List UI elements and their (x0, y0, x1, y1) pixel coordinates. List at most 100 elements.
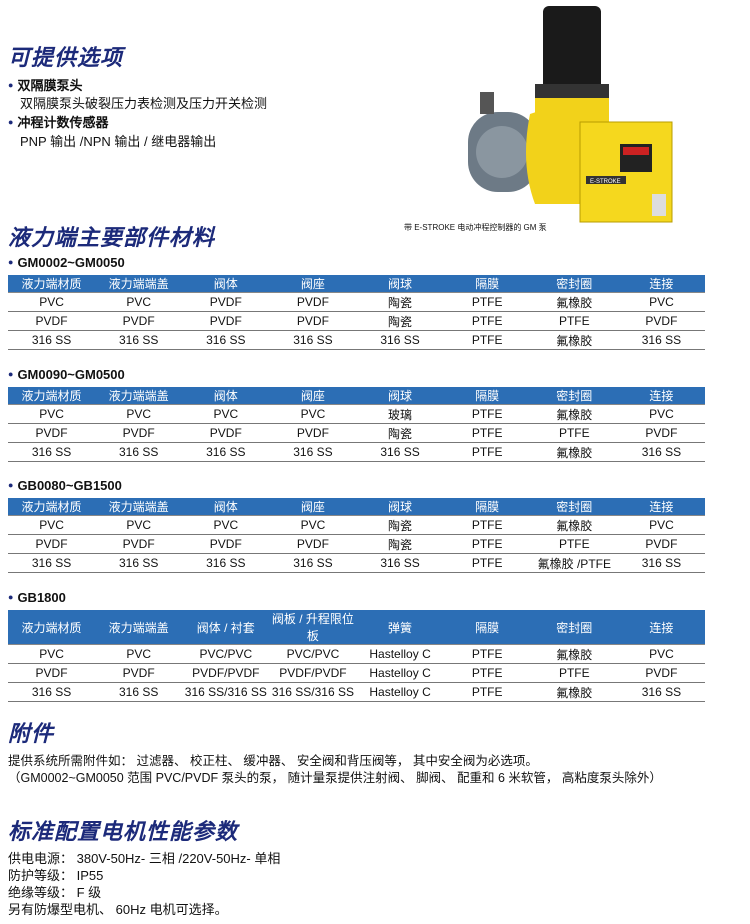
table-cell: 316 SS (617, 442, 705, 462)
table-header-row: 液力端材质 液力端端盖 阀体 阀座 阀球 隔膜 密封圈 连接 (8, 498, 705, 516)
table-cell: 316 SS (95, 330, 183, 350)
table-cell: 316 SS (8, 682, 96, 702)
motor-line: 绝缘等级： F 级 (8, 885, 102, 900)
table-row: PVC PVC PVC PVC 玻璃 PTFE 氟橡胶 PVC (8, 404, 705, 424)
column-header: 隔膜 (443, 275, 531, 293)
table-cell: PVC (95, 644, 183, 664)
table-cell: 316 SS (95, 553, 183, 573)
table-cell: 316 SS (356, 553, 444, 573)
column-header: 液力端材质 (8, 387, 96, 405)
table-cell: PVC (95, 515, 183, 535)
table-cell: PTFE (443, 663, 531, 683)
table-cell: PVDF (95, 311, 183, 331)
materials-title: 液力端主要部件材料 (8, 225, 216, 250)
accessories-note: （GM0002~GM0050 范围 PVC/PVDF 泵头的泵， 随计量泵提供注… (8, 771, 662, 785)
accessories-line: 提供系统所需附件如： 过滤器、 校正柱、 缓冲器、 安全阀和背压阀等， 其中安全… (8, 754, 538, 768)
motor-line: 防护等级： IP55 (8, 868, 104, 883)
table-cell: PVC (8, 644, 96, 664)
table-cell: PVC (8, 404, 96, 424)
table-cell: PTFE (443, 404, 531, 424)
column-header: 弹簧 (356, 610, 444, 645)
table-cell: 氟橡胶 (530, 682, 618, 702)
table-cell: PVDF (8, 534, 96, 554)
table-cell: PVDF (269, 423, 357, 443)
table-cell: PVDF/PVDF (182, 663, 270, 683)
table-cell: 316 SS (269, 442, 357, 462)
materials-table: 液力端材质 液力端端盖 阀体 阀座 阀球 隔膜 密封圈 连接 PVC PVC PVC PVC 陶瓷 PTF… (8, 498, 705, 573)
table-cell: PVDF (269, 311, 357, 331)
table-row: PVC PVC PVDF PVDF 陶瓷 PTFE 氟橡胶 PVC (8, 292, 705, 312)
option-desc: 双隔膜泵头破裂压力表检测及压力开关检测 (20, 96, 268, 111)
table-cell: PVDF (95, 663, 183, 683)
column-header: 阀体 / 衬套 (182, 610, 270, 645)
table-cell: 氟橡胶 (530, 644, 618, 664)
accessories-title: 附件 (8, 721, 55, 746)
table-cell: PVC (8, 515, 96, 535)
model-range-label: GB0080~GB1500 (8, 478, 121, 493)
table-cell: PVDF (95, 423, 183, 443)
column-header: 阀板 / 升程限位板 (269, 610, 357, 645)
table-cell: 316 SS (182, 442, 270, 462)
table-cell: Hastelloy C (356, 682, 444, 702)
table-row: PVDF PVDF PVDF PVDF 陶瓷 PTFE PTFE PVDF (8, 423, 705, 443)
table-cell: PVDF (269, 292, 357, 312)
table-cell: 316 SS (182, 553, 270, 573)
option-desc: PNP 输出 /NPN 输出 / 继电器输出 (20, 134, 217, 149)
table-cell: PVDF (182, 311, 270, 331)
table-cell: 陶瓷 (356, 311, 444, 331)
table-header-row: 液力端材质 液力端端盖 阀体 阀座 阀球 隔膜 密封圈 连接 (8, 387, 705, 405)
table-cell: 316 SS (8, 442, 96, 462)
table-cell: PVDF (269, 534, 357, 554)
column-header: 隔膜 (443, 610, 531, 645)
table-cell: 316 SS (617, 682, 705, 702)
table-cell: 316 SS (182, 330, 270, 350)
model-range-label: GB1800 (8, 590, 65, 605)
column-header: 密封圈 (530, 275, 618, 293)
table-cell: PTFE (443, 515, 531, 535)
materials-table: 液力端材质 液力端端盖 阀体 / 衬套 阀板 / 升程限位板 弹簧 隔膜 密封圈 连接 PVC P… (8, 610, 705, 702)
table-cell: 氟橡胶 (530, 442, 618, 462)
table-cell: Hastelloy C (356, 663, 444, 683)
column-header: 阀座 (269, 387, 357, 405)
table-cell: PVC (182, 404, 270, 424)
table-row: PVDF PVDF PVDF/PVDF PVDF/PVDF Hastelloy C PTF… (8, 663, 705, 683)
column-header: 隔膜 (443, 498, 531, 516)
column-header: 液力端端盖 (95, 610, 183, 645)
column-header: 阀球 (356, 498, 444, 516)
table-cell: PVDF (182, 292, 270, 312)
table-cell: PVC/PVC (269, 644, 357, 664)
column-header: 液力端材质 (8, 610, 96, 645)
table-cell: 氟橡胶 (530, 292, 618, 312)
table-cell: 氟橡胶 (530, 515, 618, 535)
column-header: 连接 (617, 387, 705, 405)
column-header: 阀体 (182, 275, 270, 293)
table-cell: 316 SS (269, 553, 357, 573)
table-cell: Hastelloy C (356, 644, 444, 664)
table-cell: 316 SS/316 SS (269, 682, 357, 702)
table-row: PVC PVC PVC/PVC PVC/PVC Hastelloy C PTFE 氟橡胶 PV… (8, 644, 705, 664)
table-cell: 陶瓷 (356, 534, 444, 554)
column-header: 液力端端盖 (95, 387, 183, 405)
table-row: PVC PVC PVC PVC 陶瓷 PTFE 氟橡胶 PVC (8, 515, 705, 535)
table-cell: PVDF (8, 311, 96, 331)
table-cell: PVC (617, 644, 705, 664)
table-cell: 316 SS (8, 330, 96, 350)
table-cell: PTFE (443, 423, 531, 443)
table-cell: 316 SS (617, 330, 705, 350)
column-header: 连接 (617, 498, 705, 516)
option-head: 冲程计数传感器 (8, 112, 108, 131)
table-row: 316 SS 316 SS 316 SS 316 SS 316 SS PTFE 氟橡胶 /P… (8, 553, 705, 573)
table-cell: PVC (269, 515, 357, 535)
table-cell: PTFE (530, 423, 618, 443)
column-header: 连接 (617, 610, 705, 645)
table-cell: PVDF (617, 663, 705, 683)
column-header: 阀体 (182, 498, 270, 516)
table-cell: PTFE (530, 534, 618, 554)
table-header-row: 液力端材质 液力端端盖 阀体 / 衬套 阀板 / 升程限位板 弹簧 隔膜 密封圈 连接 (8, 610, 705, 645)
table-cell: PTFE (530, 663, 618, 683)
column-header: 液力端端盖 (95, 275, 183, 293)
table-cell: PVC (95, 404, 183, 424)
materials-table: 液力端材质 液力端端盖 阀体 阀座 阀球 隔膜 密封圈 连接 PVC PVC PVC PVC 玻璃 PTF… (8, 387, 705, 462)
table-cell: PVDF (617, 534, 705, 554)
table-cell: PTFE (443, 682, 531, 702)
